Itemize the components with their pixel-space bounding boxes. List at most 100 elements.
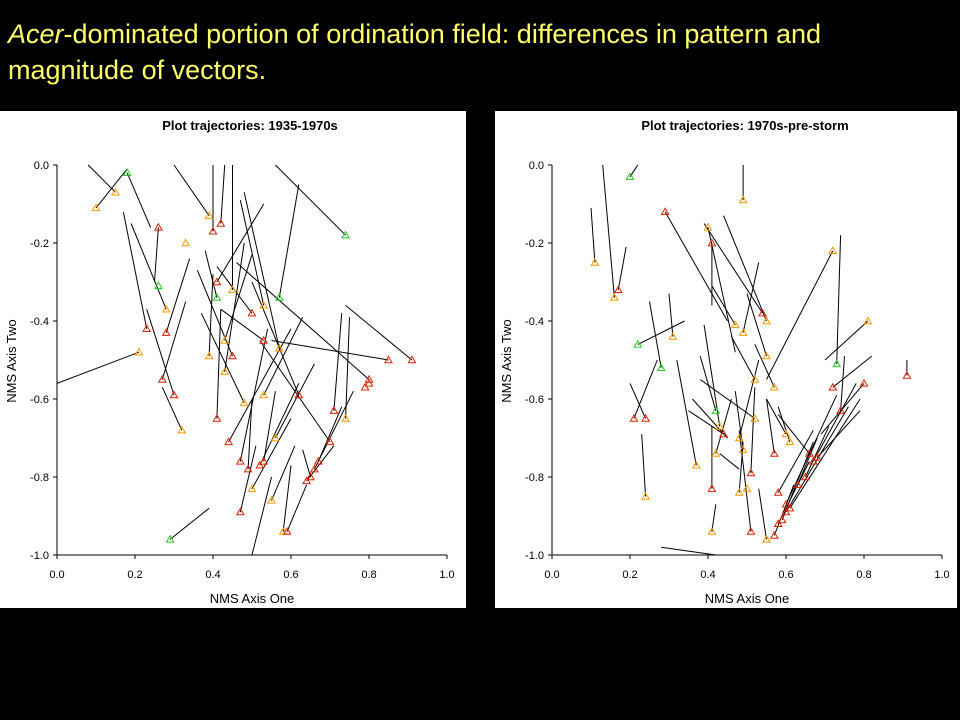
trajectory-vector [766,398,775,454]
trajectory-vector [204,250,218,298]
chart-panel-left: Plot trajectories: 1935-1970s 0.0 -0.2 -… [0,111,466,608]
trajectory-vector [243,192,280,349]
plot-point-marker [691,460,701,469]
trajectory-vector [247,398,253,470]
plot-point-marker [730,320,740,329]
plot-point-marker [828,382,838,391]
plot-point-marker [836,406,846,414]
plot-point-marker [781,429,791,438]
plot-point-marker [750,374,760,383]
y-tick-label: -0.2 [525,238,544,250]
plot-point-marker [161,304,171,313]
trajectory-vector [122,211,148,329]
plot-point-marker [212,292,222,301]
plot-point-marker [832,359,842,368]
trajectory-vector [251,418,292,489]
trajectory-vector [220,164,226,224]
plot-point-marker [212,413,222,422]
trajectory-vector [715,398,732,454]
trajectory-vector [224,254,253,341]
plot-point-marker [220,335,230,344]
trajectory-vector [742,262,760,333]
plot-point-marker [590,257,600,266]
plot-point-marker [259,300,269,309]
plot-point-marker [625,172,635,180]
plot-point-marker [134,347,144,356]
trajectory-vector [812,383,857,462]
x-tick-label: 0.2 [622,569,637,581]
trajectory-vector [777,414,810,454]
plot-point-marker [204,211,214,219]
plot-point-marker [364,374,374,383]
plot-point-marker [294,390,304,399]
plot-point-marker [660,207,670,215]
plot-point-marker [707,238,717,247]
trajectory-vector [789,398,861,509]
trajectory-vector [668,293,674,337]
trajectory-vector [345,305,413,361]
trajectory-vector [836,235,842,364]
plot-point-marker [785,437,795,446]
plot-point-marker [781,507,791,516]
trajectory-vector [263,316,304,396]
trajectory-vector [738,430,752,532]
plot-point-marker [153,281,163,290]
trajectory-vector [239,445,257,513]
trajectory-vector [313,390,354,470]
plot-point-marker [325,437,335,446]
trajectory-vector [161,387,183,431]
plot-point-marker [859,378,869,387]
trajectory-vector [707,227,736,353]
plot-point-marker [707,484,717,492]
plot-point-marker [812,452,822,461]
plot-point-marker [707,526,717,535]
plot-point-marker [384,355,393,364]
plot-point-marker [711,448,721,457]
trajectory-vector [730,336,756,380]
trajectory-vector [738,441,744,493]
y-tick-label: -0.4 [525,316,544,328]
plot-point-marker [157,374,167,383]
plot-point-marker [801,472,810,481]
trajectory-vector [282,465,292,532]
trajectory-vector [832,355,873,388]
trajectory-vector [738,359,760,439]
plot-point-marker [734,433,744,442]
plot-point-marker [306,472,315,481]
plot-point-marker [828,246,838,254]
trajectory-vector [602,164,615,298]
plot-point-marker [781,499,791,508]
plot-point-marker [161,328,171,336]
trajectory-vector [840,356,845,411]
y-tick-label: -0.6 [30,394,49,406]
trajectory-vector [766,250,834,380]
trajectory-vector [306,445,335,482]
trajectory-vector [286,484,308,532]
x-tick-label: 0.6 [778,569,793,581]
trajectory-vector [274,363,315,439]
plot-point-marker [668,331,678,340]
plot-point-marker [407,355,417,364]
y-axis-label: NMS Axis Two [499,319,514,403]
trajectory-vector [750,387,756,474]
plot-point-marker [181,238,191,247]
trajectory-vector [130,223,167,310]
trajectory-vector [699,355,717,411]
trajectory-vector [224,242,245,372]
trajectory-vector [703,223,764,314]
trajectory-chart-1970s-pre-storm: Plot trajectories: 1970s-pre-storm 0.0 -… [499,118,950,606]
plot-point-marker [360,382,370,391]
trajectory-vector [590,207,596,263]
plot-point-marker [734,487,744,496]
plot-point-marker [785,503,795,512]
plot-point-marker [208,226,218,235]
trajectory-vector [816,410,861,458]
trajectory-vector [777,406,791,443]
trajectory-vector [785,406,849,513]
plot-point-marker [228,351,237,360]
trajectory-vector [239,328,269,462]
y-tick-label: -0.4 [30,316,49,328]
plot-point-marker [773,487,783,496]
plot-point-marker [255,460,265,469]
x-tick-label: 0.8 [361,569,376,581]
